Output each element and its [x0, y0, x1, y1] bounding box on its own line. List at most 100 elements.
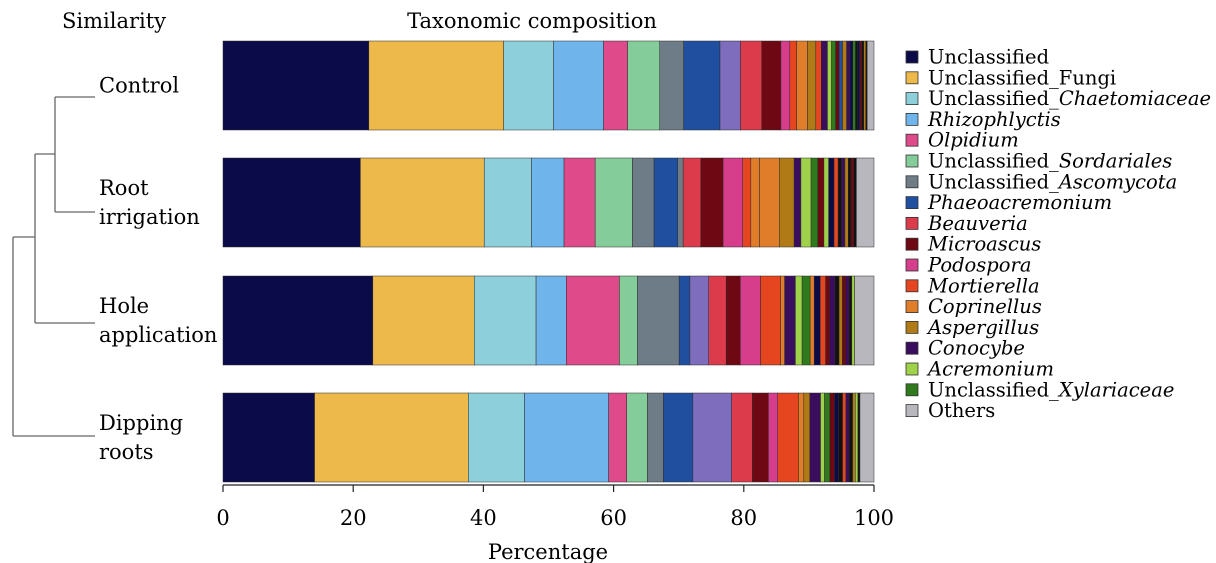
legend-swatch [905, 71, 919, 85]
legend-label: Microascus [927, 233, 1041, 256]
stacked-bars [222, 40, 875, 483]
category-label: Root irrigation [99, 176, 200, 229]
bar-segment [838, 275, 843, 366]
legend-item: Podospora [905, 254, 1031, 277]
legend-item: Others [905, 399, 995, 422]
bar-segment [844, 157, 849, 248]
bar-segment [857, 392, 861, 483]
bar-segment [619, 275, 638, 366]
bar-segment [842, 275, 847, 366]
bar-row-2 [222, 157, 875, 248]
bar-segment [677, 157, 684, 248]
x-tick-label: 100 [854, 506, 894, 530]
bar-segment [827, 40, 832, 131]
legend-label: Rhizophlyctis [927, 108, 1061, 131]
legend-label: Aspergillus [926, 316, 1039, 339]
bar-segment [813, 275, 821, 366]
bar-row-3 [222, 275, 875, 366]
bar-segment [841, 157, 846, 248]
legend-label: Acremonium [926, 358, 1054, 381]
bar-segment [861, 40, 864, 131]
legend: UnclassifiedUnclassified_FungiUnclassifi… [905, 46, 1211, 422]
chart-title: Taxonomic composition [407, 9, 657, 33]
legend-item: Unclassified_Ascomycota [905, 170, 1177, 193]
legend-item: Conocybe [905, 337, 1025, 360]
legend-swatch [905, 258, 919, 272]
dendrogram-title: Similarity [62, 9, 166, 33]
bar-segment [834, 392, 839, 483]
legend-label-taxon: Chaetomiaceae [1059, 87, 1211, 110]
legend-label-text: Unclassified_ [928, 170, 1059, 193]
category-label: Hole application [99, 294, 217, 347]
bar-segment [779, 157, 795, 248]
category-label: Control [99, 74, 179, 98]
bar-segment [314, 392, 469, 483]
bar-segment [784, 275, 796, 366]
bar-segment [222, 275, 374, 366]
bar-segment [829, 392, 835, 483]
bar-segment [849, 40, 854, 131]
bar-segment [831, 40, 836, 131]
bar-segment [820, 275, 826, 366]
bar-segment [678, 275, 691, 366]
legend-item: Unclassified_Xylariaceae [905, 378, 1174, 401]
bar-segment [859, 392, 875, 483]
bar-segment [563, 157, 596, 248]
bar-segment [531, 157, 565, 248]
category-label-line: Root [99, 176, 149, 200]
bar-segment [663, 392, 694, 483]
bar-segment [820, 392, 825, 483]
bar-segment [815, 40, 822, 131]
legend-label-text: Microascus [927, 233, 1041, 256]
bar-segment [760, 275, 781, 366]
legend-item: Microascus [905, 233, 1041, 256]
legend-swatch [905, 113, 919, 126]
bar-segment [856, 157, 875, 248]
legend-swatch [905, 154, 919, 168]
bar-segment [594, 157, 633, 248]
bar-segment [722, 157, 743, 248]
legend-label-taxon: Xylariaceae [1057, 378, 1175, 401]
bar-segment [855, 392, 859, 483]
legend-item: Aspergillus [905, 316, 1039, 339]
legend-label-taxon: Ascomycota [1057, 170, 1177, 193]
bar-segment [793, 157, 802, 248]
bar-segment [632, 157, 655, 248]
legend-label: Phaeoacremonium [927, 191, 1112, 214]
bar-segment [798, 392, 805, 483]
category-label-line: Hole [99, 294, 149, 318]
bar-segment [725, 275, 741, 366]
x-tick-label: 60 [600, 506, 627, 530]
bar-segment [825, 275, 830, 366]
bar-segment [719, 40, 741, 131]
bar-segment [503, 40, 554, 131]
legend-label: Olpidium [928, 129, 1019, 152]
legend-label-text: Others [928, 399, 995, 422]
legend-label: Unclassified_Xylariaceae [928, 378, 1174, 401]
legend-swatch [905, 300, 919, 314]
legend-label-text: Coprinellus [928, 295, 1042, 318]
x-tick-label: 20 [340, 506, 367, 530]
bar-segment [659, 40, 684, 131]
bar-segment [647, 392, 664, 483]
bar-segment [740, 275, 761, 366]
bar-segment [848, 157, 852, 248]
bar-segment [683, 40, 721, 131]
legend-label-text: Beauveria [927, 212, 1028, 235]
bar-segment [627, 40, 660, 131]
legend-swatch [905, 92, 919, 105]
bar-segment [809, 275, 815, 366]
legend-label: Unclassified_Fungi [928, 66, 1116, 89]
legend-item: Olpidium [905, 129, 1019, 152]
bar-segment [866, 40, 875, 131]
legend-label-text: Unclassified [928, 46, 1049, 69]
legend-label: Unclassified_Chaetomiaceae [928, 87, 1211, 110]
category-label-line: application [99, 323, 217, 347]
bar-segment [828, 157, 835, 248]
bar-segment [857, 40, 860, 131]
bar-segment [803, 392, 811, 483]
bar-segment [821, 40, 828, 131]
bar-segment [222, 392, 315, 483]
category-label: Dipping roots [99, 411, 183, 464]
